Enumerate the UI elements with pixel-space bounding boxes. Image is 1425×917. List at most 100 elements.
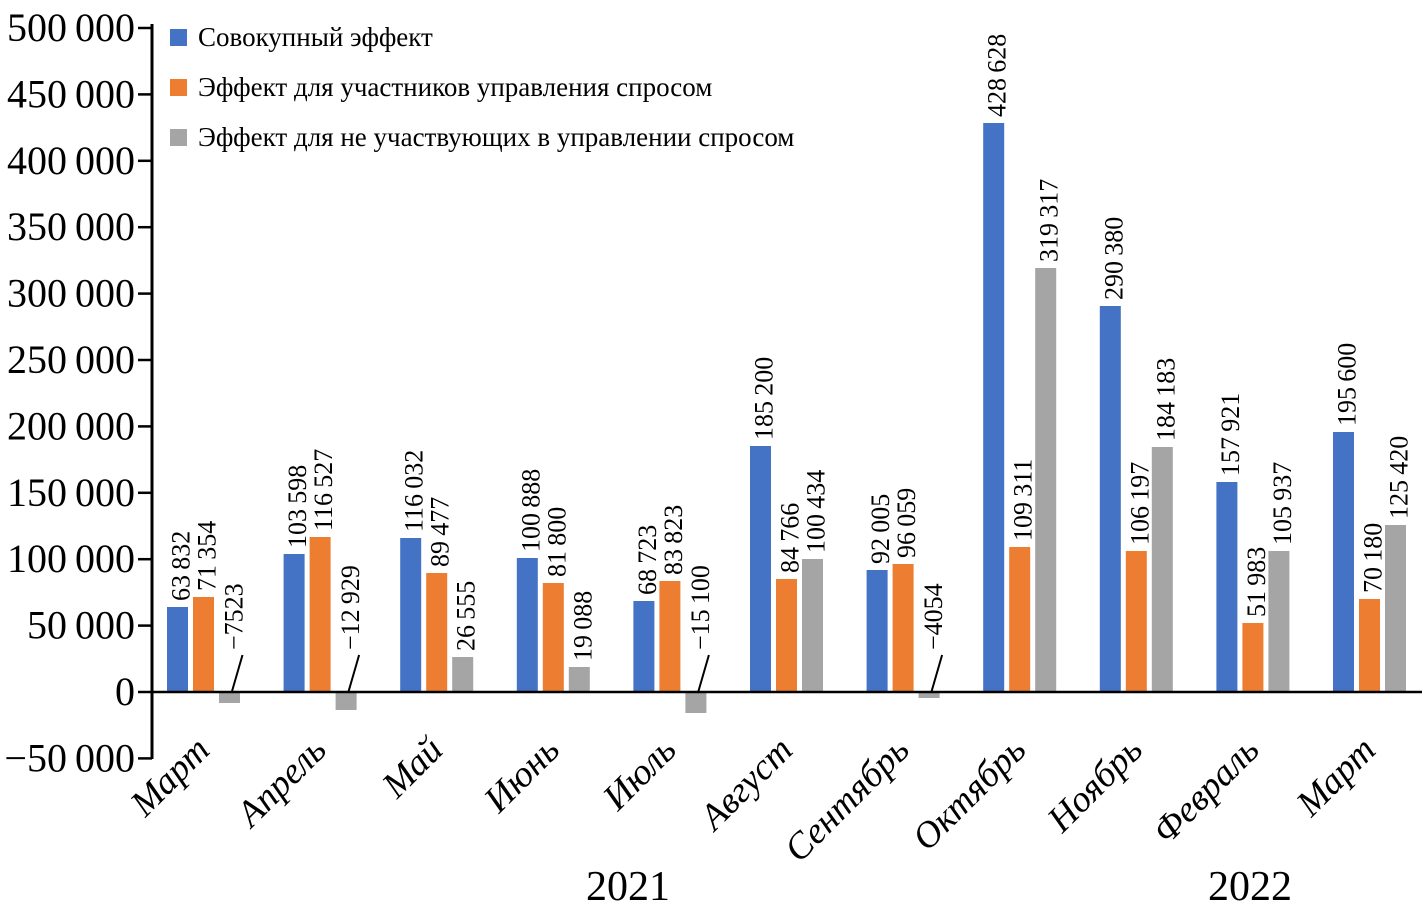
legend-color-swatch xyxy=(170,128,187,146)
y-axis-label: 350 000 xyxy=(7,204,135,249)
x-axis-label: Сентябрь xyxy=(777,729,918,870)
label-leader-line xyxy=(347,654,361,694)
y-axis-label: 0 xyxy=(115,669,135,714)
x-axis-label: Июнь xyxy=(476,729,568,821)
y-axis-label: 150 000 xyxy=(7,470,135,515)
bar-value-label: 195 600 xyxy=(1333,343,1362,426)
bar xyxy=(335,693,357,710)
bar-value-label: 116 032 xyxy=(400,450,429,532)
y-axis-label: 100 000 xyxy=(7,536,135,581)
y-axis-label: 250 000 xyxy=(7,337,135,382)
y-axis-label: 300 000 xyxy=(7,271,135,316)
label-leader-line xyxy=(230,654,244,694)
bar-value-label: −7523 xyxy=(220,583,249,650)
bar-value-label: 109 311 xyxy=(1009,459,1038,541)
y-axis-label: 400 000 xyxy=(7,138,135,183)
y-axis-label: 200 000 xyxy=(7,403,135,448)
x-axis-label: Март xyxy=(122,729,218,825)
x-axis-label: Октябрь xyxy=(905,729,1034,858)
legend-item: Эффект для не участвующих в управлении с… xyxy=(170,112,794,162)
bar xyxy=(983,123,1005,692)
bar-value-label: 100 888 xyxy=(516,469,545,552)
bar xyxy=(1385,525,1406,692)
legend: Совокупный эффект Эффект для участников … xyxy=(170,12,794,162)
bar-value-label: 68 723 xyxy=(633,525,662,595)
bar xyxy=(866,570,888,692)
bar-value-label: 100 434 xyxy=(802,470,831,553)
bar xyxy=(542,583,564,692)
y-axis-label: 450 000 xyxy=(7,71,135,116)
bar xyxy=(452,657,474,692)
year-label: 2022 xyxy=(1208,864,1292,910)
y-axis-label: 50 000 xyxy=(27,603,135,648)
y-axis-label: 500 000 xyxy=(7,5,135,50)
bar xyxy=(219,693,240,703)
bar xyxy=(1099,306,1121,692)
bar xyxy=(802,559,823,692)
legend-item: Совокупный эффект xyxy=(170,12,794,62)
legend-item-label: Совокупный эффект xyxy=(198,21,433,52)
x-axis-label: Май xyxy=(374,729,452,807)
legend-item-label: Эффект для участников управления спросом xyxy=(198,71,713,102)
bar xyxy=(1268,551,1290,692)
bar xyxy=(659,581,681,692)
bar xyxy=(633,601,655,692)
bar xyxy=(1035,268,1057,692)
x-axis-label: Февраль xyxy=(1145,729,1267,851)
bar-value-label: 63 832 xyxy=(167,531,196,601)
bar-value-label: 70 180 xyxy=(1359,523,1388,593)
bar-value-label: −12 929 xyxy=(336,565,365,650)
bar xyxy=(283,554,305,692)
legend-color-swatch xyxy=(170,78,187,96)
bar-value-label: 84 766 xyxy=(776,503,805,573)
label-leader-line xyxy=(930,654,944,694)
bar-value-label: 184 183 xyxy=(1151,358,1180,441)
bar xyxy=(193,597,214,692)
bar-value-label: 51 983 xyxy=(1242,547,1271,617)
bar-value-label: 89 477 xyxy=(426,497,455,567)
bar-value-label: 116 527 xyxy=(309,449,338,531)
bar-value-label: 103 598 xyxy=(283,465,312,548)
bar-value-label: −4054 xyxy=(919,583,948,650)
bar xyxy=(1009,547,1031,692)
bar-value-label: 105 937 xyxy=(1268,462,1297,545)
x-axis-label: Август xyxy=(690,729,801,840)
bar-value-label: 92 005 xyxy=(866,494,895,564)
label-leader-line xyxy=(696,654,710,694)
bar xyxy=(1216,482,1238,692)
bar-value-label: 26 555 xyxy=(452,581,481,651)
bar-value-label: 185 200 xyxy=(750,357,779,440)
bar-value-label: 83 823 xyxy=(659,505,688,575)
bar-value-label: 319 317 xyxy=(1035,179,1064,262)
bar-value-label: −15 100 xyxy=(686,565,715,650)
legend-item-label: Эффект для не участвующих в управлении с… xyxy=(198,121,795,152)
x-axis-label: Ноябрь xyxy=(1039,729,1151,841)
bar-value-label: 71 354 xyxy=(193,521,222,591)
bar xyxy=(776,579,797,692)
bar-value-label: 428 628 xyxy=(983,34,1012,117)
bar xyxy=(167,607,188,692)
bar xyxy=(309,537,331,692)
legend-color-swatch xyxy=(170,28,187,46)
bar xyxy=(750,446,771,692)
bar-value-label: 96 059 xyxy=(892,488,921,558)
bar-value-label: 81 800 xyxy=(542,507,571,577)
bar xyxy=(1242,623,1264,692)
legend-item: Эффект для участников управления спросом xyxy=(170,62,794,112)
x-axis-label: Апрель xyxy=(227,729,335,837)
bar-value-label: 19 088 xyxy=(568,591,597,661)
bar xyxy=(516,558,538,692)
bar-value-label: 106 197 xyxy=(1125,462,1154,545)
bar xyxy=(685,693,707,713)
bar-value-label: 125 420 xyxy=(1385,436,1414,519)
bar xyxy=(892,564,914,692)
bar xyxy=(1151,447,1173,692)
bar xyxy=(1333,432,1354,692)
bar xyxy=(918,693,940,698)
x-axis-label: Март xyxy=(1288,729,1384,825)
year-label: 2021 xyxy=(586,864,670,910)
bar xyxy=(426,573,448,692)
bar xyxy=(568,667,590,692)
